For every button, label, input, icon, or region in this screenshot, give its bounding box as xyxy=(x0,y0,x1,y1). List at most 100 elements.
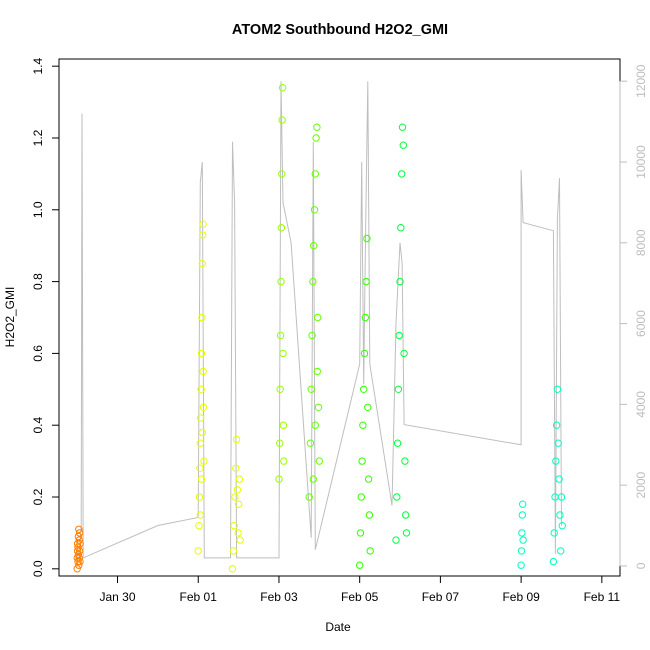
x-axis-label: Date xyxy=(325,620,351,634)
data-point xyxy=(75,547,84,555)
data-point xyxy=(393,439,402,447)
y-tick-label: 0.4 xyxy=(31,417,45,434)
y2-tick-label: 10000 xyxy=(634,145,648,179)
data-point xyxy=(517,547,526,555)
x-tick-label: Feb 05 xyxy=(341,590,379,604)
data-point xyxy=(314,403,323,411)
data-point xyxy=(232,435,241,444)
data-point xyxy=(554,439,562,447)
data-point xyxy=(558,522,566,530)
data-point xyxy=(356,529,365,537)
altitude-line xyxy=(76,81,562,559)
data-point xyxy=(365,511,374,519)
data-point xyxy=(276,331,285,340)
data-point xyxy=(307,385,315,393)
data-point xyxy=(402,529,411,537)
data-point xyxy=(358,457,366,465)
data-point xyxy=(398,123,407,131)
data-point xyxy=(401,457,409,465)
data-point xyxy=(230,522,238,530)
data-point xyxy=(279,349,287,358)
data-point xyxy=(393,493,401,501)
data-point xyxy=(74,532,83,541)
data-point xyxy=(234,529,242,537)
data-point xyxy=(235,475,244,483)
data-point xyxy=(199,367,207,376)
y2-tick-label: 2000 xyxy=(634,471,648,498)
data-point xyxy=(313,123,321,131)
data-point xyxy=(74,550,83,559)
y-tick-label: 1.0 xyxy=(31,201,45,218)
data-point xyxy=(556,511,564,519)
data-point xyxy=(552,421,561,429)
data-point xyxy=(195,493,204,501)
data-point xyxy=(519,500,527,508)
data-point xyxy=(194,547,202,555)
data-point xyxy=(309,475,317,483)
x-axis: Jan 30 Feb 01 Feb 03 Feb 05 Feb 07 Feb 09 Feb … xyxy=(100,576,621,604)
data-point xyxy=(236,536,244,544)
data-point xyxy=(197,349,206,358)
data-point xyxy=(356,561,364,569)
data-point xyxy=(309,277,317,286)
data-point xyxy=(364,403,372,411)
data-point xyxy=(549,557,558,566)
data-point xyxy=(357,493,365,501)
data-point xyxy=(360,349,369,358)
data-point xyxy=(73,547,82,555)
data-point xyxy=(362,277,370,286)
data-point xyxy=(74,557,82,566)
data-point xyxy=(73,540,82,548)
data-point xyxy=(360,385,368,393)
data-point xyxy=(557,547,565,555)
data-point xyxy=(198,313,206,322)
data-point xyxy=(233,486,242,494)
data-point xyxy=(518,529,526,537)
data-point xyxy=(74,543,82,551)
y2-tick-label: 0 xyxy=(634,562,648,569)
data-point xyxy=(195,522,203,530)
data-point xyxy=(359,421,367,429)
x-tick-label: Feb 11 xyxy=(584,590,621,604)
data-point xyxy=(395,331,403,340)
x-tick-label: Feb 01 xyxy=(180,590,218,604)
data-point xyxy=(557,493,566,501)
y-axis-label: H2O2_GMI xyxy=(3,287,17,348)
data-points-layer xyxy=(73,84,566,573)
data-point xyxy=(76,540,84,548)
data-point xyxy=(199,220,207,228)
data-point xyxy=(232,464,240,472)
data-point xyxy=(75,554,83,562)
data-point xyxy=(275,475,283,483)
data-point xyxy=(231,493,239,501)
y-tick-label: 0.6 xyxy=(31,345,45,362)
data-point xyxy=(394,385,403,393)
data-point xyxy=(276,439,284,447)
data-point xyxy=(552,457,560,465)
data-point xyxy=(277,224,286,232)
data-point xyxy=(366,547,374,555)
y-tick-label: 1.4 xyxy=(31,58,45,75)
data-point xyxy=(400,349,408,358)
data-point xyxy=(392,536,400,544)
data-point xyxy=(310,242,318,250)
chart-title: ATOM2 Southbound H2O2_GMI xyxy=(232,22,448,38)
data-point xyxy=(310,206,319,214)
y-tick-label: 0.8 xyxy=(31,273,45,290)
data-point xyxy=(75,561,83,569)
x-tick-label: Feb 03 xyxy=(260,590,298,604)
data-point xyxy=(75,525,83,533)
y2-tick-label: 4000 xyxy=(634,391,648,418)
data-point xyxy=(76,557,84,566)
data-point xyxy=(73,565,81,573)
data-point xyxy=(306,439,315,447)
data-point xyxy=(361,313,369,322)
y2-tick-label: 6000 xyxy=(634,310,648,337)
data-point xyxy=(402,511,410,519)
data-point xyxy=(398,170,406,178)
data-point xyxy=(75,536,83,544)
data-point xyxy=(279,421,288,429)
data-point xyxy=(196,439,205,447)
data-point xyxy=(518,511,526,519)
